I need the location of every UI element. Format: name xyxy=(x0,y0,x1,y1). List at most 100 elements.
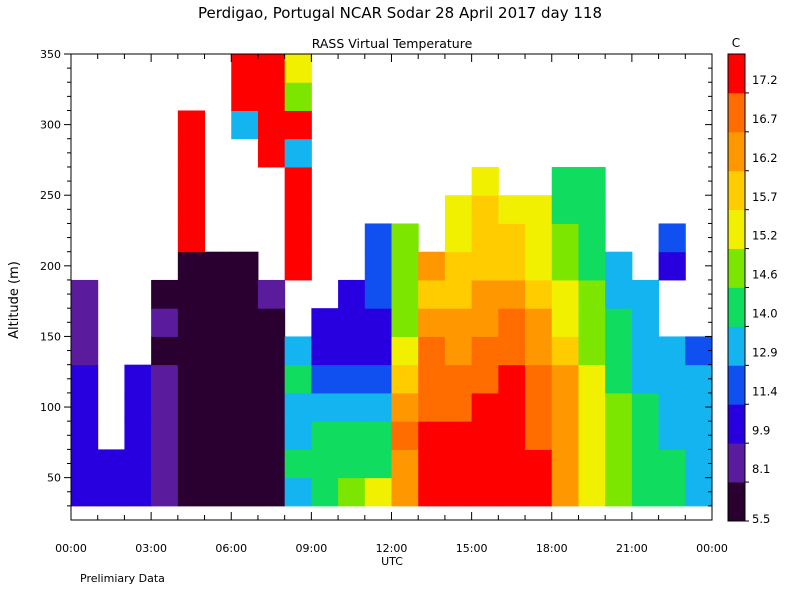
heatmap-cell xyxy=(605,449,633,479)
heatmap-cell xyxy=(418,392,446,422)
heatmap-cell xyxy=(311,336,339,366)
y-axis-label: Altitude (m) xyxy=(7,261,22,339)
heatmap-cell xyxy=(364,421,392,450)
heatmap-cell xyxy=(338,392,366,422)
heatmap-cell xyxy=(364,251,392,281)
heatmap-cell xyxy=(151,392,179,422)
x-tick-label: 18:00 xyxy=(536,542,568,555)
heatmap-cell xyxy=(525,251,553,281)
heatmap-cell xyxy=(257,477,286,507)
heatmap-cell xyxy=(177,166,206,196)
heatmap-cell xyxy=(177,279,206,309)
heatmap-cell xyxy=(471,364,499,394)
y-tick-label: 300 xyxy=(40,119,61,132)
heatmap-cell xyxy=(658,364,686,394)
heatmap-cell xyxy=(338,336,366,366)
colorbar-swatch xyxy=(728,287,745,327)
heatmap-cell xyxy=(605,308,633,337)
heatmap-cell xyxy=(525,392,553,422)
heatmap-cell xyxy=(525,279,553,309)
x-tick-label: 06:00 xyxy=(215,542,247,555)
heatmap-cell xyxy=(418,279,446,309)
heatmap-cell xyxy=(631,336,660,366)
y-tick-label: 100 xyxy=(40,401,61,414)
heatmap-cell xyxy=(525,195,553,224)
colorbar-swatch xyxy=(728,365,745,405)
heatmap-cell xyxy=(177,195,206,224)
x-tick-label: 03:00 xyxy=(135,542,167,555)
heatmap-cell xyxy=(444,449,473,479)
heatmap-cell xyxy=(498,392,526,422)
heatmap-cell xyxy=(284,251,312,281)
y-tick-label: 50 xyxy=(47,472,61,485)
heatmap-cell xyxy=(631,308,660,337)
heatmap-cell xyxy=(311,477,339,507)
colorbar-tick-label: 15.2 xyxy=(752,229,778,243)
heatmap-cell xyxy=(551,308,579,337)
colorbar-tick-label: 17.2 xyxy=(752,73,778,87)
heatmap-cell xyxy=(71,449,99,479)
heatmap-cell xyxy=(257,364,286,394)
heatmap-cell xyxy=(231,449,259,479)
heatmap-cell xyxy=(151,336,179,366)
heatmap-cell xyxy=(177,138,206,168)
heatmap-cell xyxy=(391,251,419,281)
heatmap-cell xyxy=(231,54,259,83)
heatmap-cell xyxy=(444,223,473,253)
heatmap-cell xyxy=(204,279,232,309)
heatmap-cell xyxy=(578,477,606,507)
heatmap-cell xyxy=(231,364,259,394)
heatmap-cell xyxy=(631,364,660,394)
colorbar-swatch xyxy=(728,131,745,172)
heatmap-cell xyxy=(525,223,553,253)
heatmap-cell xyxy=(551,364,579,394)
x-tick-label: 00:00 xyxy=(55,542,87,555)
heatmap-cell xyxy=(658,477,686,507)
chart-subtitle: RASS Virtual Temperature xyxy=(312,36,473,51)
x-axis-label: UTC xyxy=(381,555,403,568)
heatmap-cell xyxy=(498,251,526,281)
heatmap-cell xyxy=(685,364,713,394)
heatmap-cell xyxy=(578,223,606,253)
heatmap-cell xyxy=(151,364,179,394)
heatmap-cell xyxy=(151,308,179,337)
colorbar-unit: C xyxy=(732,36,740,50)
heatmap-cell xyxy=(177,308,206,337)
heatmap-cell xyxy=(578,364,606,394)
heatmap-cell xyxy=(578,336,606,366)
heatmap-cell xyxy=(578,392,606,422)
heatmap-cell xyxy=(578,195,606,224)
heatmap-cell xyxy=(338,421,366,450)
x-axis: 00:00 03:00 06:00 09:00 12:00 15:00 18:00 21:00… xyxy=(55,54,728,555)
heatmap-cell xyxy=(284,223,312,253)
heatmap-cell xyxy=(444,336,473,366)
heatmap-cell xyxy=(418,336,446,366)
heatmap-cell xyxy=(71,364,99,394)
heatmap-cell xyxy=(124,364,152,394)
heatmap-cell xyxy=(257,336,286,366)
heatmap-cell xyxy=(471,195,499,224)
heatmap-cell xyxy=(204,449,232,479)
heatmap-cell xyxy=(551,251,579,281)
heatmap-cell xyxy=(204,364,232,394)
x-tick-label: 12:00 xyxy=(376,542,408,555)
heatmap-cell xyxy=(97,477,125,507)
heatmap-cell xyxy=(391,279,419,309)
heatmap-cell xyxy=(177,223,206,253)
heatmap-cell xyxy=(177,421,206,450)
heatmap-cell xyxy=(658,449,686,479)
heatmap-cell xyxy=(471,166,499,196)
heatmap-cell xyxy=(204,392,232,422)
heatmap-cell xyxy=(605,279,633,309)
heatmap-cell xyxy=(551,223,579,253)
heatmap-cell xyxy=(177,336,206,366)
heatmap-cell xyxy=(631,421,660,450)
colorbar-swatch xyxy=(728,443,745,483)
colorbar: 5.5 8.1 9.9 11.4 12.9 14.0 14.6 15.2 15.7 16.2 16.… xyxy=(727,53,778,526)
heatmap-cell xyxy=(204,421,232,450)
colorbar-tick-label: 12.9 xyxy=(752,345,778,359)
heatmap-cell xyxy=(284,166,312,196)
colorbar-swatch xyxy=(728,482,745,522)
heatmap-cell xyxy=(231,308,259,337)
heatmap-cell xyxy=(658,223,686,253)
